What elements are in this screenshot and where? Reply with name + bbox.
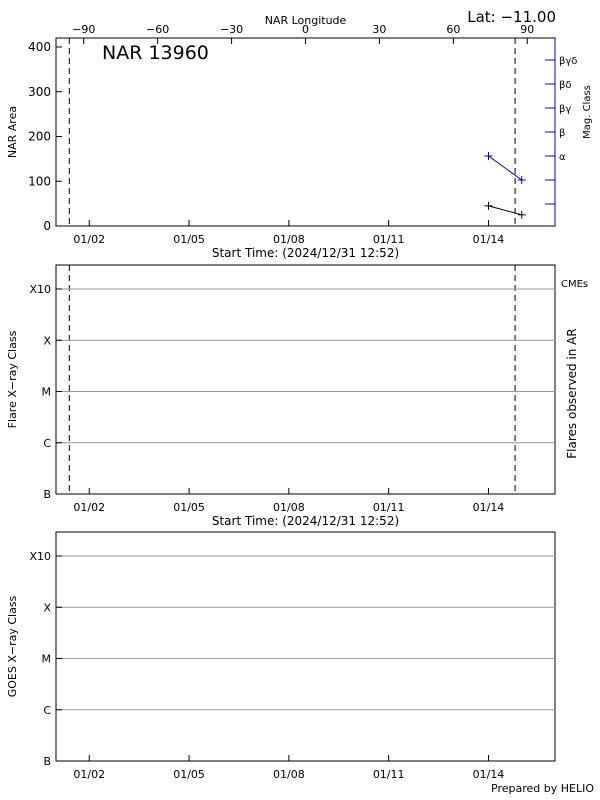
flare-x-tick-label: 01/05 [173, 501, 205, 514]
nar-top-tick-label: −30 [220, 23, 243, 36]
nar-x-tick-label: 01/08 [273, 233, 305, 246]
chart-panels: 01/02 01/05 01/08 01/11 01/14 Start Time: (20… [6, 14, 593, 781]
mag-class-tick-label: β [559, 128, 565, 139]
nar-y-tick-label: 200 [28, 130, 51, 144]
nar-plot-frame [55, 37, 556, 227]
goes-y-tick-label: B [43, 755, 51, 768]
mag-class-tick-label: βγδ [559, 56, 577, 67]
goes-x-tick-label: 01/14 [473, 768, 505, 781]
mag-class-line [488, 155, 523, 181]
goes-y-axis-label: GOES X−ray Class [6, 595, 19, 697]
flare-y-tick-label: M [42, 386, 52, 399]
mag-class-tick-label: α [559, 152, 566, 163]
goes-y-tick-label: C [43, 704, 51, 717]
goes-y-tick-label: X [43, 601, 51, 614]
flare-right-axis-label: Flares observed in AR [565, 328, 579, 458]
nar-top-tick-label: −90 [72, 23, 95, 36]
nar-top-tick-label: 60 [446, 23, 460, 36]
flare-y-tick-label: B [43, 488, 51, 501]
goes-x-tick-label: 01/05 [173, 768, 205, 781]
nar-y-tick-label: 400 [28, 40, 51, 54]
nar-area-line [488, 205, 522, 216]
nar-x-tick-label: 01/05 [173, 233, 205, 246]
nar-x-tick-label: 01/11 [373, 233, 405, 246]
cme-label: CMEs [561, 279, 588, 290]
flare-plot-frame [55, 264, 556, 495]
flare-y-tick-label: X10 [29, 283, 51, 296]
flare-x-tick-label: 01/11 [373, 501, 405, 514]
nar-y-tick-label: 300 [28, 85, 51, 99]
goes-plot-frame [55, 531, 556, 762]
nar-y-axis-label: NAR Area [6, 106, 19, 158]
nar-top-tick-label: 90 [520, 23, 534, 36]
flare-y-axis-label: Flare X−ray Class [6, 330, 19, 428]
flare-x-tick-label: 01/14 [473, 501, 505, 514]
goes-x-tick-label: 01/11 [373, 768, 405, 781]
nar-y-tick-label: 100 [28, 174, 51, 188]
mag-class-axis-label: Mag. Class [582, 85, 593, 139]
nar-x-tick-label: 01/02 [73, 233, 105, 246]
nar-top-tick-label: 0 [302, 23, 309, 36]
goes-x-tick-label: 01/02 [73, 768, 105, 781]
nar-top-tick-label: 30 [372, 23, 386, 36]
flare-x-tick-label: 01/08 [273, 501, 305, 514]
goes-y-tick-label: X10 [29, 550, 51, 563]
goes-y-tick-label: M [42, 653, 52, 666]
flare-y-tick-label: X [43, 334, 51, 347]
flare-y-tick-label: C [43, 437, 51, 450]
nar-top-tick-label: −60 [146, 23, 169, 36]
mag-class-tick-label: βγ [559, 104, 571, 115]
nar-y-tick-label: 0 [43, 219, 51, 233]
nar-top-axis-label: NAR Longitude [265, 14, 347, 27]
nar-x-tick-label: 01/14 [473, 233, 505, 246]
nar-x-axis-label: Start Time: (2024/12/31 12:52) [212, 246, 399, 260]
credit-label: Prepared by HELIO [491, 782, 594, 795]
flare-x-axis-label: Start Time: (2024/12/31 12:52) [212, 514, 399, 528]
latitude-label: Lat: −11.00 [467, 8, 556, 26]
nar-title: NAR 13960 [102, 42, 209, 64]
mag-class-tick-label: βδ [559, 80, 572, 91]
goes-x-tick-label: 01/08 [273, 768, 305, 781]
flare-x-tick-label: 01/02 [73, 501, 105, 514]
